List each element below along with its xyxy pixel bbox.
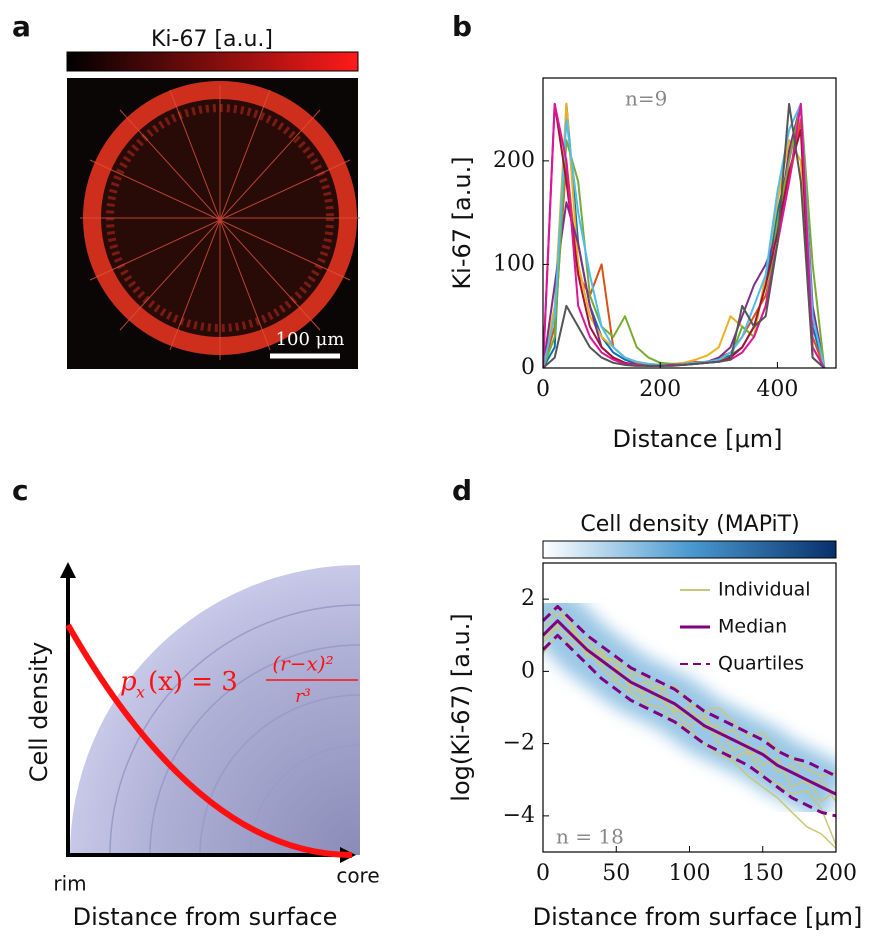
x-tick-label: 0: [536, 377, 550, 402]
data-line: [543, 102, 825, 368]
x-start-label: rim: [53, 872, 86, 896]
x-tick-label: 200: [639, 377, 681, 402]
x-tick-label: 200: [815, 861, 857, 886]
x-tick-label: 0: [536, 861, 550, 886]
y-tick-label: −2: [503, 731, 535, 756]
plot-area: [543, 578, 836, 849]
axes-frame: [542, 77, 837, 369]
formula-part: p: [120, 667, 137, 697]
x-axis-label: Distance [μm]: [613, 425, 783, 453]
y-axis-label: Cell density: [25, 642, 53, 782]
colorbar: [66, 51, 359, 72]
spheroid-quarter: [70, 565, 360, 855]
y-tick-label: 100: [493, 251, 535, 276]
x-tick-label: 100: [669, 861, 711, 886]
data-line: [543, 623, 836, 802]
x-tick-label: 400: [756, 377, 798, 402]
data-line: [543, 102, 825, 368]
legend-label: Individual: [718, 579, 811, 601]
panel-label: d: [452, 474, 472, 507]
panel-label: c: [12, 474, 29, 507]
data-line: [543, 102, 826, 368]
plot-area: [543, 102, 826, 368]
formula-part: (x) = 3: [148, 667, 238, 697]
scale-bar-label: 100 μm: [276, 329, 345, 350]
x-end-label: core: [336, 864, 379, 888]
arrow: [60, 562, 76, 578]
formula-part: r³: [295, 686, 311, 707]
panel-label: a: [12, 10, 31, 43]
annotation: n=9: [625, 87, 667, 111]
x-axis-label: Distance from surface: [73, 903, 338, 931]
data-line: [543, 102, 826, 368]
formula-part: (r−x)²: [272, 652, 333, 676]
y-tick-label: 2: [521, 586, 535, 611]
y-tick-label: 0: [521, 355, 535, 380]
data-line: [543, 102, 826, 368]
annotation: n = 18: [556, 825, 624, 849]
colorbar: [542, 540, 837, 559]
spheroid: [80, 81, 360, 360]
x-tick-label: 50: [602, 861, 630, 886]
data-line: [543, 102, 826, 368]
data-line: [543, 102, 826, 368]
colorbar-label: Ki-67 [a.u.]: [151, 27, 273, 52]
panel-label: b: [452, 10, 472, 43]
y-tick-label: −4: [503, 803, 535, 828]
data-line: [543, 633, 836, 818]
data-line: [543, 619, 836, 796]
x-tick-label: 150: [742, 861, 784, 886]
legend-label: Median: [718, 616, 787, 638]
data-line: [543, 604, 836, 778]
y-axis-label: Ki-67 [a.u.]: [448, 156, 476, 289]
colorbar-label: Cell density (MAPiT): [580, 512, 799, 537]
y-tick-label: 200: [493, 148, 535, 173]
y-axis-label: log(Ki-67) [a.u.]: [447, 613, 475, 801]
y-tick-label: 0: [521, 658, 535, 683]
data-line: [543, 102, 826, 368]
formula: p x (x) = 3 (r−x)² r³: [120, 652, 358, 707]
legend-label: Quartiles: [718, 653, 804, 675]
x-axis-label: Distance from surface [μm]: [533, 903, 863, 931]
density-curve: [65, 623, 353, 858]
formula-part: x: [136, 683, 145, 702]
